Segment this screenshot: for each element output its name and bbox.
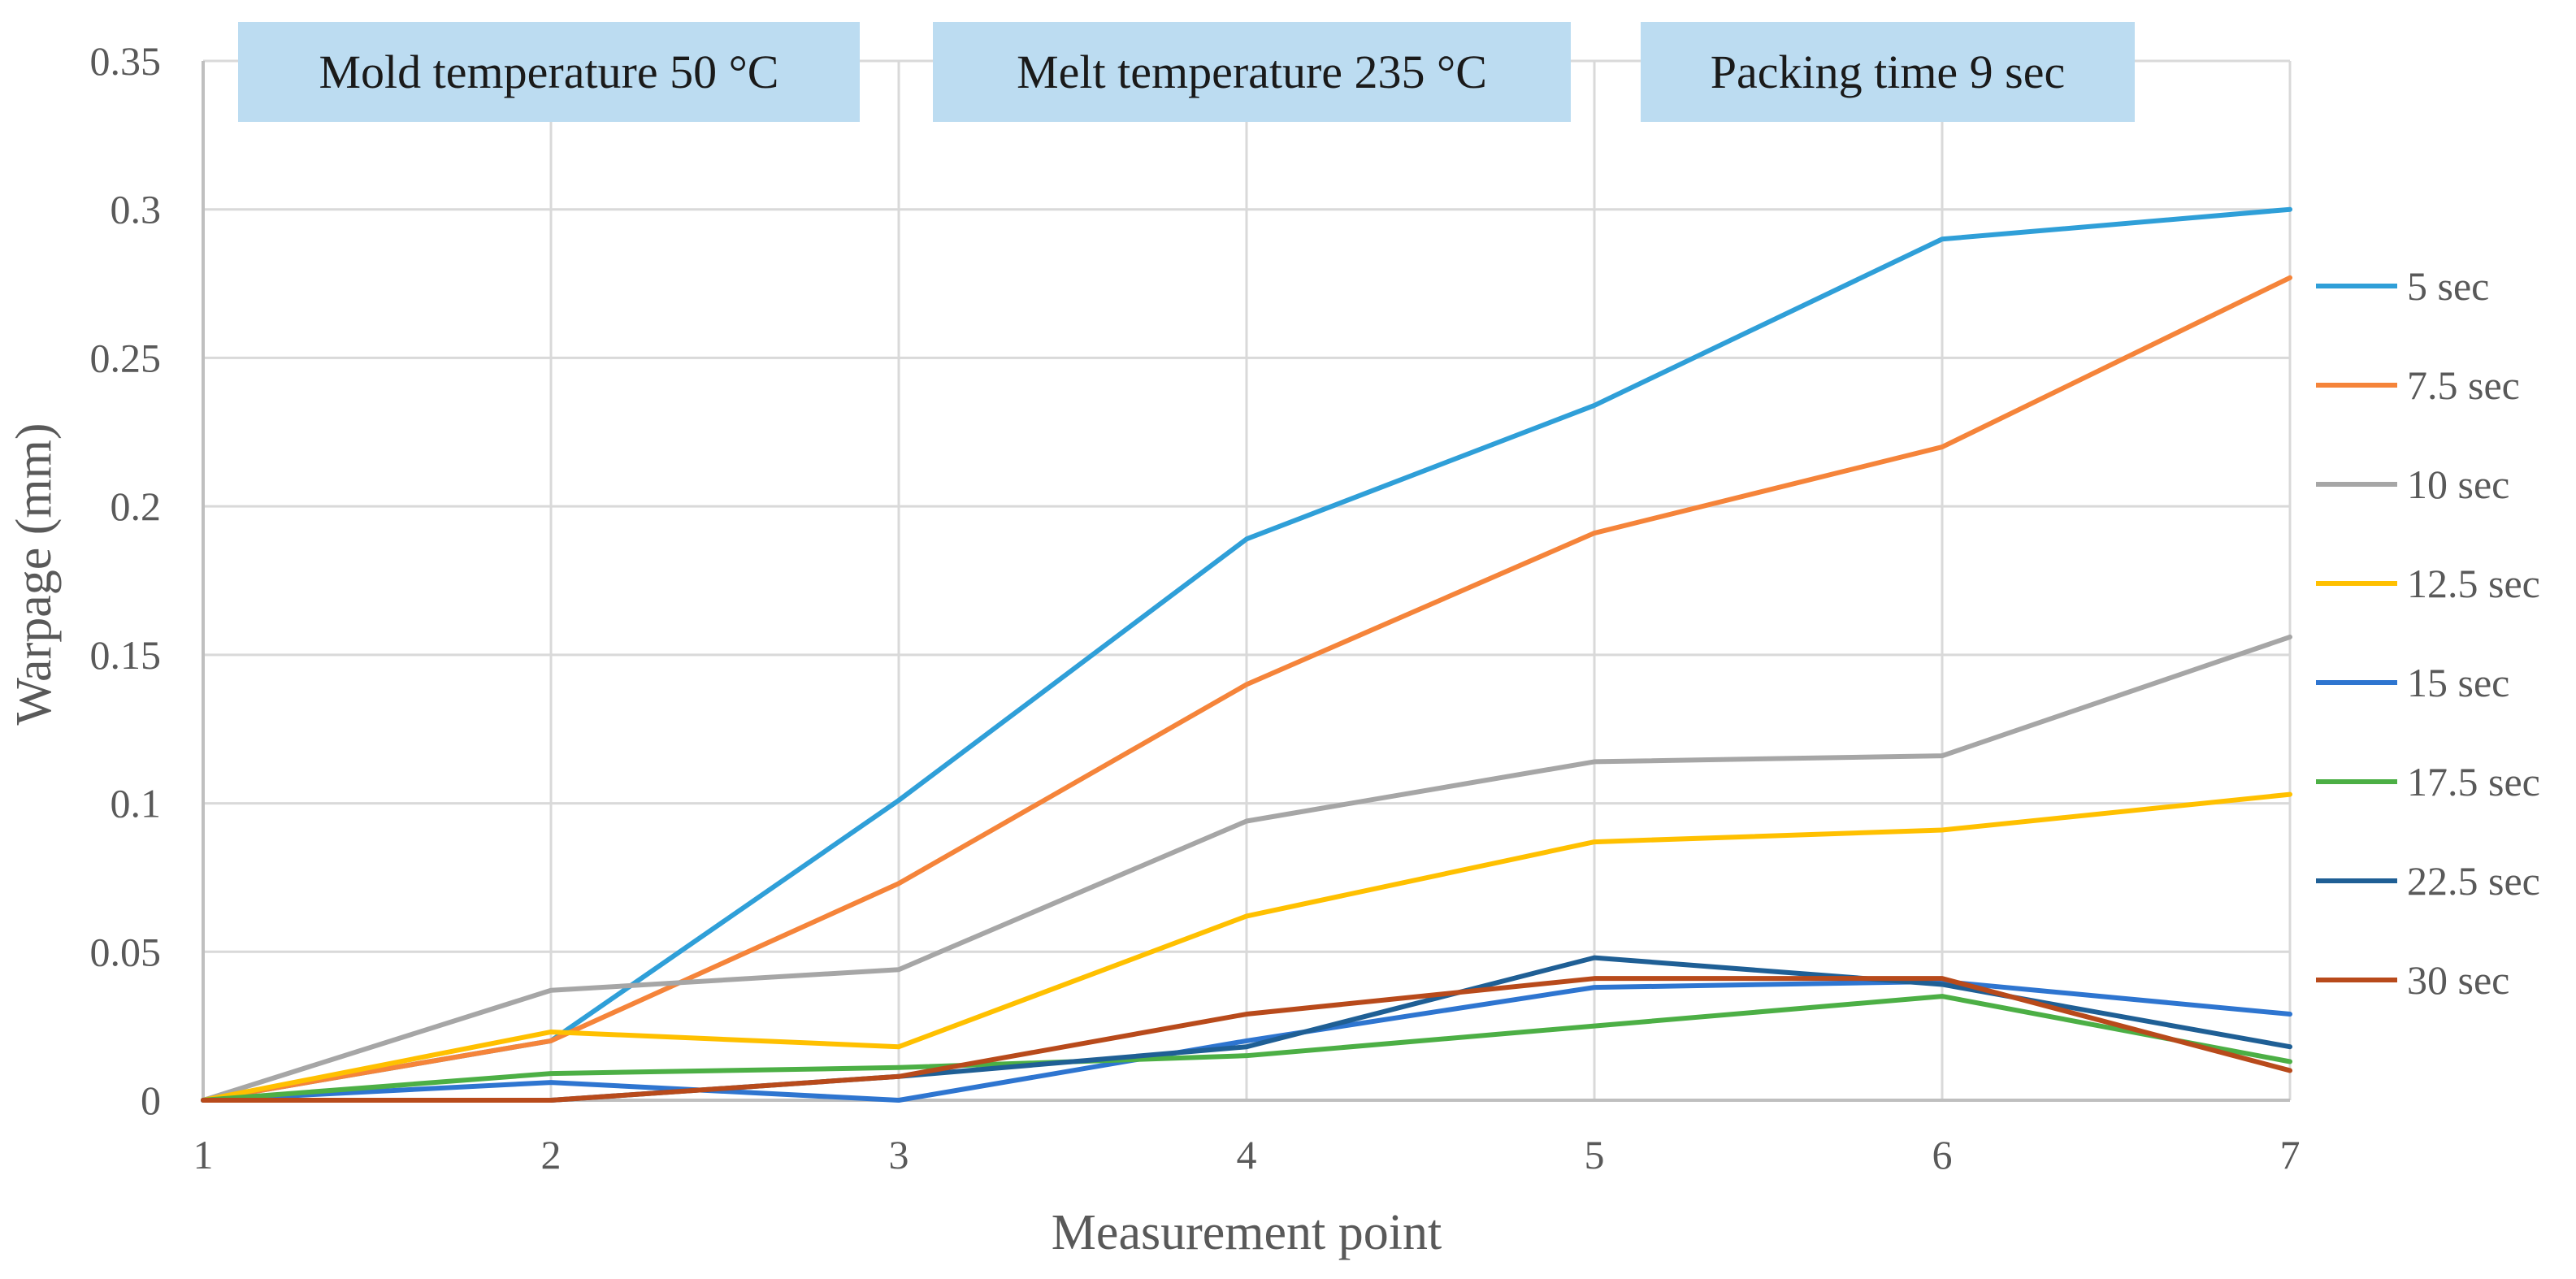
annotation-box: [1641, 22, 2135, 122]
legend-label: 15 sec: [2407, 660, 2509, 705]
legend: 5 sec 7.5 sec 10 sec 12.5 sec 15 sec 17.5 sec…: [2316, 263, 2540, 1003]
series-line-15-sec: [201, 978, 2292, 1103]
x-tick-label: 7: [2280, 1132, 2301, 1177]
x-axis-title: Measurement point: [1052, 1205, 1442, 1260]
annotation-label: Melt temperature 235 °C: [1017, 46, 1487, 98]
tick-labels: 0 0.05 0.1 0.15 0.2 0.25 0.3 0.35 1 2 3 4 5 6 7: [90, 38, 2301, 1177]
legend-label: 5 sec: [2407, 263, 2489, 309]
legend-label: 22.5 sec: [2407, 858, 2540, 904]
series-line-7.5-sec: [201, 275, 2292, 1103]
annotation-box: [238, 22, 860, 122]
y-tick-label: 0.05: [90, 929, 162, 974]
y-tick-label: 0.1: [111, 781, 162, 826]
y-tick-label: 0.15: [90, 632, 162, 678]
annotation-label: Mold temperature 50 °C: [319, 46, 778, 98]
y-tick-label: 0.3: [111, 187, 162, 232]
x-tick-label: 3: [889, 1132, 909, 1177]
gridlines: [203, 59, 2292, 1100]
legend-label: 30 sec: [2407, 957, 2509, 1003]
x-tick-label: 4: [1237, 1132, 1257, 1177]
y-axis-title: Warpage (mm): [7, 423, 62, 726]
series-line-30-sec: [201, 976, 2292, 1103]
legend-label: 7.5 sec: [2407, 362, 2520, 408]
legend-label: 10 sec: [2407, 462, 2509, 507]
series-line-17.5-sec: [201, 994, 2292, 1103]
y-tick-label: 0.2: [111, 483, 162, 529]
series-line-12.5-sec: [201, 791, 2292, 1103]
y-tick-label: 0.25: [90, 335, 162, 380]
series-lines: [201, 206, 2292, 1103]
y-tick-label: 0.35: [90, 38, 162, 84]
legend-label: 12.5 sec: [2407, 561, 2540, 606]
legend-label: 17.5 sec: [2407, 759, 2540, 804]
x-tick-label: 1: [193, 1132, 214, 1177]
y-tick-label: 0: [141, 1077, 161, 1123]
annotation-label: Packing time 9 sec: [1711, 46, 2066, 98]
x-tick-label: 6: [1932, 1132, 1953, 1177]
series-line-10-sec: [201, 634, 2292, 1103]
annotation-boxes: Mold temperature 50 °C Melt temperature 2…: [238, 22, 2135, 122]
x-tick-label: 2: [541, 1132, 562, 1177]
x-tick-label: 5: [1585, 1132, 1605, 1177]
annotation-box: [933, 22, 1571, 122]
